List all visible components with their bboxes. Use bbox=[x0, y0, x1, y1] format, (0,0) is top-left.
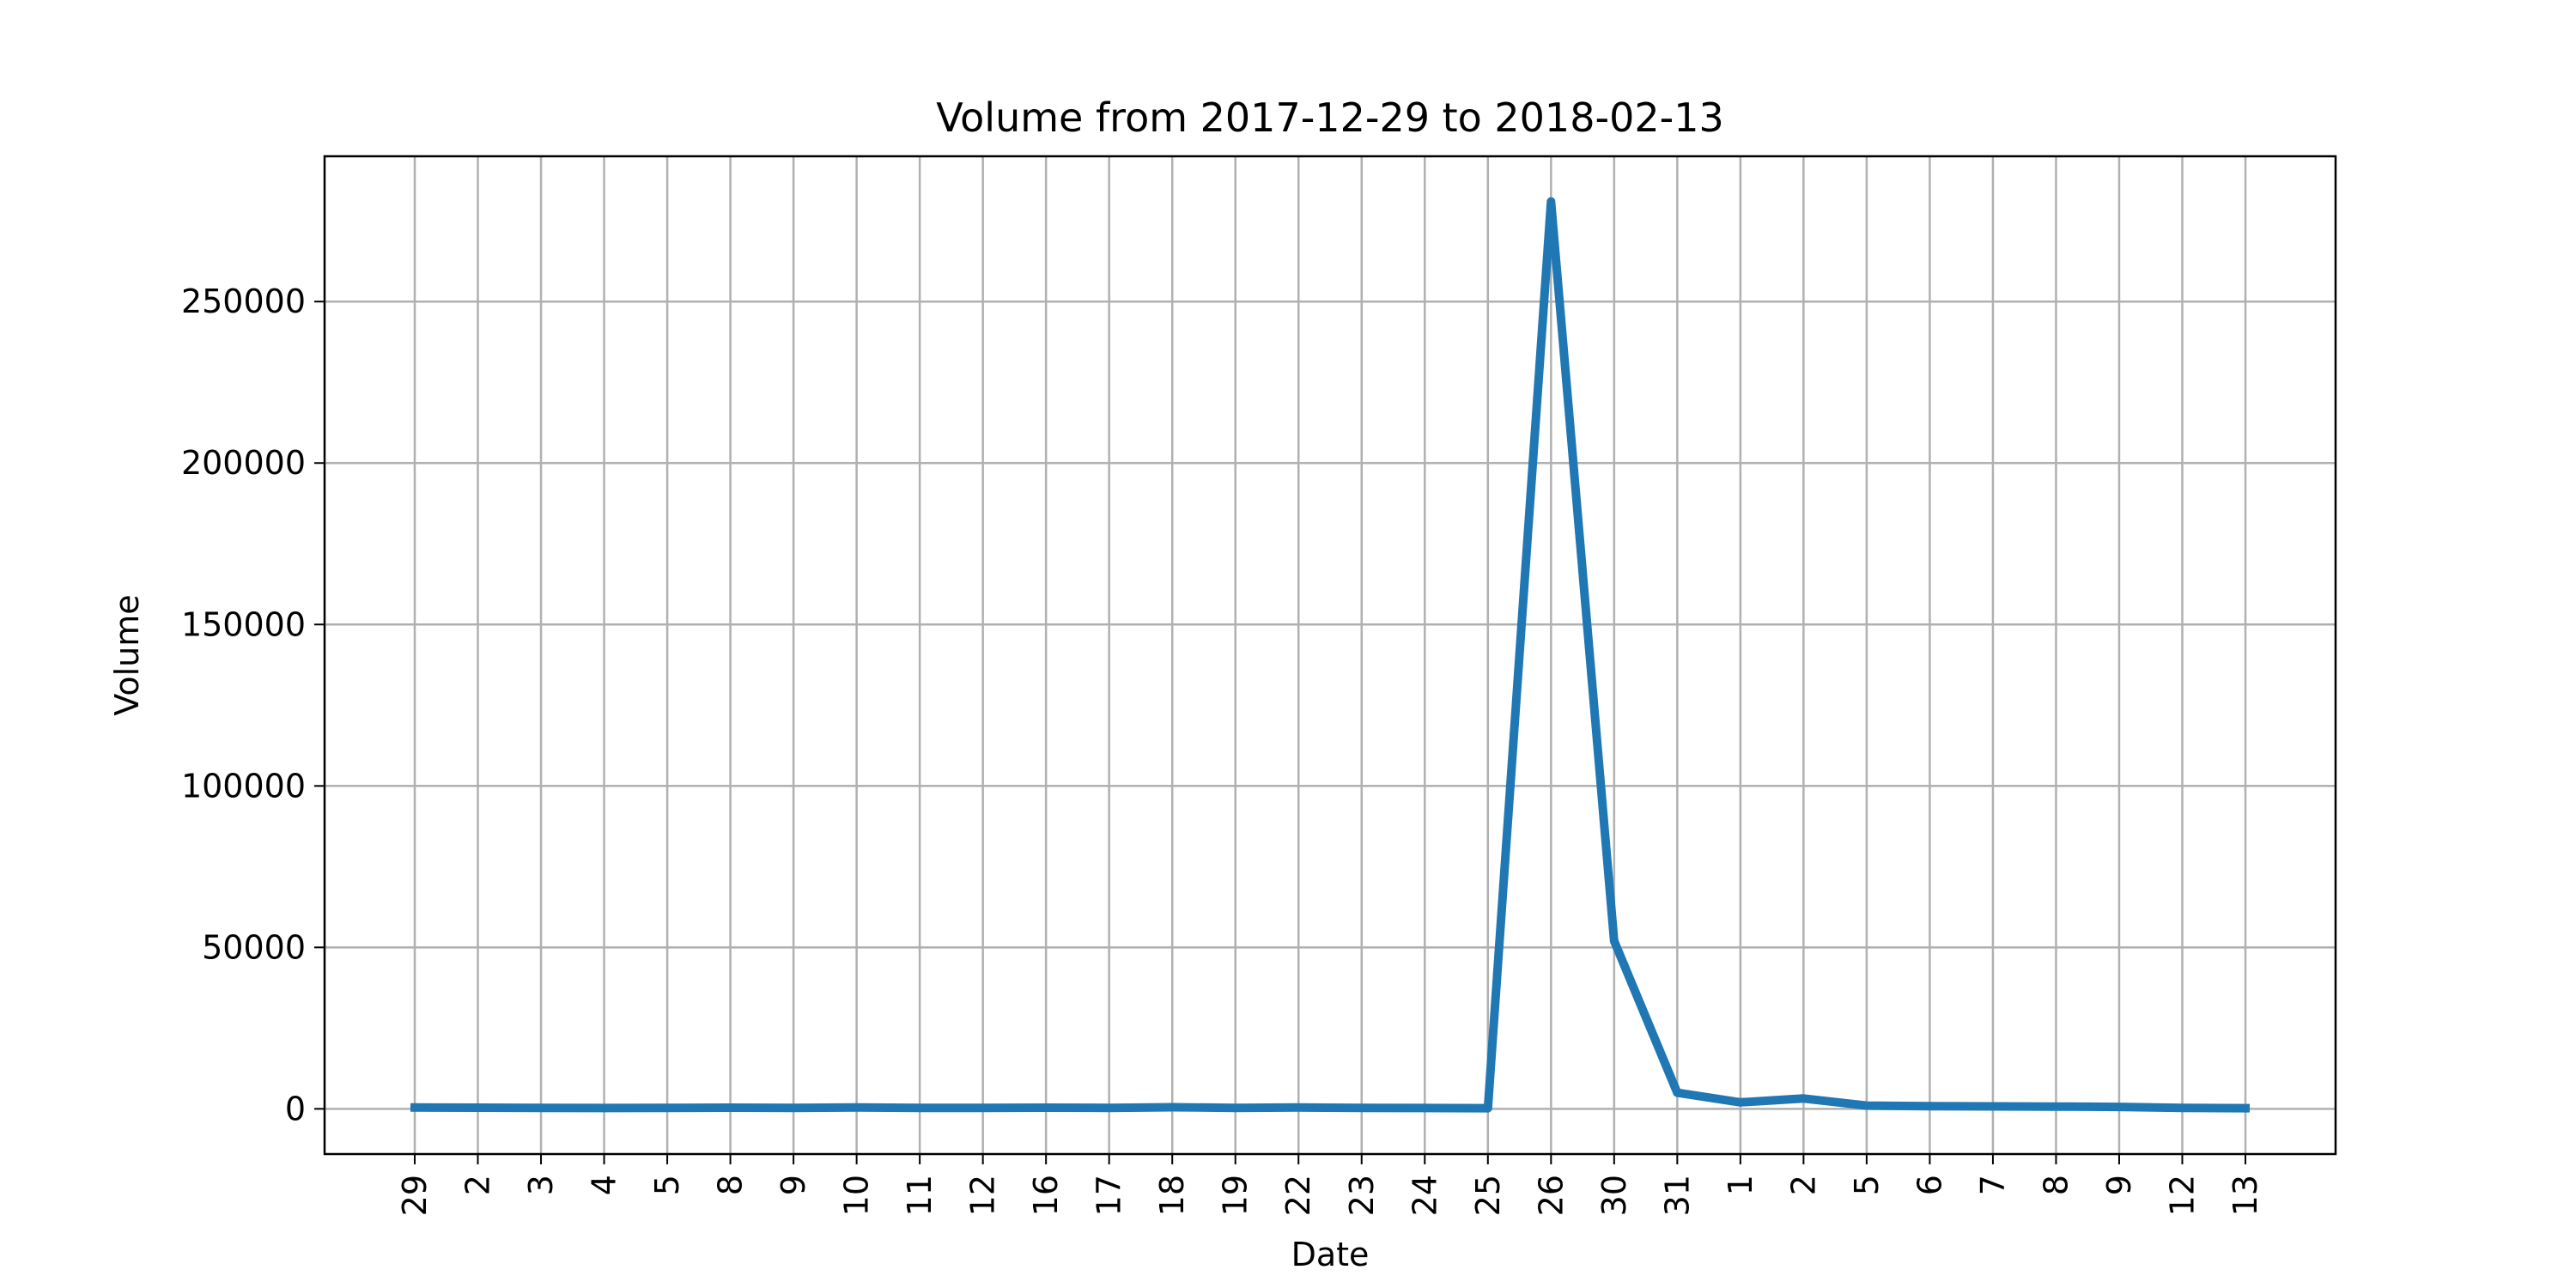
y-tick-label: 100000 bbox=[181, 767, 306, 805]
volume-series-line bbox=[410, 197, 2251, 1113]
x-axis-label: Date bbox=[1291, 1236, 1370, 1273]
x-tick-label: 7 bbox=[1974, 1175, 2012, 1195]
x-tick-label: 22 bbox=[1279, 1175, 1317, 1216]
x-tick-label: 18 bbox=[1153, 1175, 1191, 1216]
y-axis-label: Volume bbox=[108, 594, 146, 715]
chart-title: Volume from 2017-12-29 to 2018-02-13 bbox=[936, 94, 1723, 141]
x-tick-label: 1 bbox=[1722, 1175, 1759, 1195]
series-layer bbox=[410, 197, 2251, 1113]
y-tick-label: 200000 bbox=[181, 444, 306, 482]
x-tick-label: 2 bbox=[1784, 1175, 1822, 1195]
y-tick-label: 250000 bbox=[181, 283, 306, 320]
y-axis-ticks: 0 50000 100000 150000 200000 250000 bbox=[181, 283, 325, 1127]
x-tick-label: 31 bbox=[1658, 1175, 1696, 1216]
plot-frame bbox=[323, 155, 2337, 1156]
x-tick-label: 30 bbox=[1595, 1175, 1633, 1216]
x-tick-label: 24 bbox=[1406, 1175, 1443, 1216]
grid bbox=[325, 156, 2336, 1154]
x-tick-label: 2 bbox=[459, 1175, 497, 1195]
x-tick-label: 12 bbox=[964, 1175, 1002, 1216]
x-tick-label: 5 bbox=[648, 1175, 686, 1195]
x-tick-label: 12 bbox=[2163, 1175, 2201, 1216]
x-tick-label: 9 bbox=[775, 1175, 812, 1195]
x-tick-label: 17 bbox=[1091, 1175, 1128, 1216]
x-tick-label: 13 bbox=[2227, 1175, 2264, 1216]
x-tick-label: 6 bbox=[1911, 1175, 1948, 1195]
x-tick-label: 5 bbox=[1848, 1175, 1886, 1195]
x-tick-label: 3 bbox=[522, 1175, 560, 1195]
x-tick-label: 23 bbox=[1343, 1175, 1381, 1216]
y-tick-label: 150000 bbox=[181, 605, 306, 643]
x-tick-label: 10 bbox=[838, 1175, 876, 1216]
x-tick-label: 16 bbox=[1027, 1175, 1065, 1216]
x-tick-label: 25 bbox=[1469, 1175, 1507, 1216]
x-tick-label: 19 bbox=[1217, 1175, 1255, 1216]
x-axis-ticks: 29 2 3 4 5 8 9 10 11 12 16 17 18 19 22 23 24 25 26 30 31 1 2 5 6… bbox=[396, 1154, 2264, 1216]
x-tick-label: 8 bbox=[2037, 1175, 2075, 1195]
x-tick-label: 11 bbox=[901, 1175, 939, 1216]
x-tick-label: 29 bbox=[396, 1175, 434, 1216]
x-tick-label: 9 bbox=[2100, 1175, 2138, 1195]
x-tick-label: 26 bbox=[1532, 1175, 1570, 1216]
x-tick-label: 4 bbox=[586, 1175, 623, 1195]
y-tick-label: 50000 bbox=[202, 928, 306, 966]
x-tick-label: 8 bbox=[712, 1175, 750, 1195]
y-tick-label: 0 bbox=[285, 1090, 306, 1127]
